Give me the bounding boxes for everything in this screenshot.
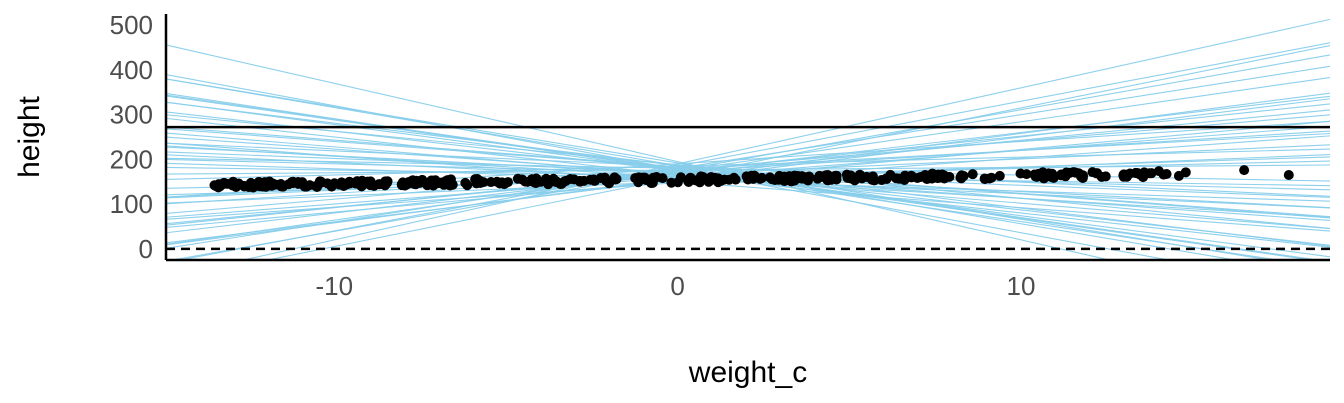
prior-lines: [166, 18, 1330, 260]
prior-line-46: [166, 109, 1330, 225]
y-tick-label: 300: [110, 100, 153, 130]
data-point: [937, 169, 948, 180]
data-point: [541, 173, 552, 184]
x-axis-title: weight_c: [688, 356, 807, 389]
data-point: [1180, 167, 1191, 178]
data-point: [559, 176, 570, 187]
data-point: [209, 180, 220, 191]
data-point: [267, 178, 278, 189]
prior-line-9: [166, 98, 1330, 244]
data-point: [1076, 171, 1087, 182]
y-tick-label: 100: [110, 189, 153, 219]
y-tick-label: 0: [139, 234, 153, 264]
data-point: [460, 177, 471, 188]
data-points: [209, 165, 1294, 193]
y-tick-label: 400: [110, 55, 153, 85]
data-point: [369, 180, 380, 191]
data-point: [427, 175, 438, 186]
data-point: [531, 173, 542, 184]
data-point: [1038, 173, 1049, 184]
data-point: [912, 172, 923, 183]
prior-line-4: [177, 42, 1330, 260]
axes: [164, 14, 1330, 262]
data-point: [719, 174, 730, 185]
data-point: [499, 179, 510, 190]
data-point: [730, 174, 741, 185]
y-axis-title: height: [13, 95, 46, 177]
data-point: [1030, 171, 1041, 182]
prior-line-44: [166, 65, 1330, 249]
data-point: [958, 170, 969, 181]
data-point: [861, 171, 872, 182]
data-point: [517, 174, 528, 185]
data-point: [682, 175, 693, 186]
data-point: [928, 172, 939, 183]
data-point: [1153, 166, 1164, 177]
data-point: [574, 175, 585, 186]
prior-line-49: [166, 114, 1330, 214]
data-point: [248, 181, 259, 192]
data-point: [1047, 168, 1058, 179]
prior-line-41: [166, 130, 1330, 205]
data-point: [550, 176, 561, 187]
data-point: [869, 175, 880, 186]
data-point: [651, 171, 662, 182]
data-point: [1239, 165, 1250, 176]
x-tick-labels: -10 0 10: [315, 271, 1035, 301]
prior-line-29: [166, 142, 1330, 232]
data-point: [639, 172, 650, 183]
data-point: [1144, 168, 1155, 179]
data-point: [1092, 168, 1103, 179]
data-point: [604, 178, 615, 189]
prior-line-12: [166, 92, 1330, 246]
data-point: [297, 177, 308, 188]
data-point: [778, 174, 789, 185]
data-point: [755, 173, 766, 184]
reference-lines: [166, 125, 1330, 251]
data-point: [345, 178, 356, 189]
data-point: [1283, 170, 1294, 181]
prior-line-35: [166, 76, 1330, 245]
data-point: [892, 173, 903, 184]
data-point: [796, 171, 807, 182]
data-point: [710, 174, 721, 185]
x-tick-label: 0: [670, 271, 684, 301]
data-point: [382, 176, 393, 187]
data-point: [1130, 167, 1141, 178]
data-point: [288, 178, 299, 189]
prior-line-0: [240, 18, 1330, 260]
data-point: [1064, 167, 1075, 178]
data-point: [1021, 169, 1032, 180]
data-point: [439, 178, 450, 189]
prior-line-36: [166, 142, 1330, 197]
data-point: [876, 175, 887, 186]
data-point: [822, 170, 833, 181]
data-point: [356, 181, 367, 192]
data-point: [979, 173, 990, 184]
x-tick-label: -10: [315, 271, 353, 301]
x-tick-label: 10: [1007, 271, 1036, 301]
data-point: [804, 171, 815, 182]
data-point: [742, 174, 753, 185]
data-point: [994, 170, 1005, 181]
data-point: [276, 181, 287, 192]
data-point: [666, 177, 677, 188]
data-point: [486, 177, 497, 188]
y-tick-labels: 0 100 200 300 400 500: [110, 10, 153, 264]
y-tick-label: 200: [110, 144, 153, 174]
data-point: [769, 175, 780, 186]
data-point: [474, 177, 485, 188]
data-point: [698, 171, 709, 182]
data-point: [315, 177, 326, 188]
data-point: [397, 177, 408, 188]
data-point: [447, 179, 458, 190]
data-point: [845, 173, 856, 184]
prior-line-6: [265, 44, 1330, 260]
prior-line-5: [169, 54, 1330, 260]
y-tick-label: 500: [110, 10, 153, 40]
data-point: [967, 169, 978, 180]
data-point: [814, 170, 825, 181]
data-point: [1100, 171, 1111, 182]
